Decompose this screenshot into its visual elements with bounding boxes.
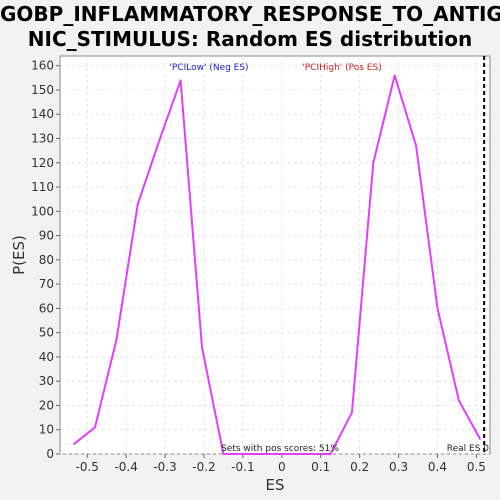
y-tick-label: 40 bbox=[39, 350, 54, 364]
grid-lines bbox=[60, 56, 490, 455]
y-tick-label: 130 bbox=[31, 132, 54, 146]
x-tick-label: 0.5 bbox=[467, 460, 486, 474]
x-tick-label: 0.3 bbox=[389, 460, 408, 474]
y-tick-label: 110 bbox=[31, 180, 54, 194]
y-tick-label: 100 bbox=[31, 204, 54, 218]
y-tick-label: 120 bbox=[31, 156, 54, 170]
y-tick-label: 150 bbox=[31, 83, 54, 97]
sets-pos-scores-annotation: Sets with pos scores: 51% bbox=[221, 444, 339, 454]
x-tick-label: -0.1 bbox=[231, 460, 254, 474]
y-tick-label: 90 bbox=[39, 229, 54, 243]
x-tick-label: 0 bbox=[278, 460, 286, 474]
y-axis-ticks: 0 10 20 30 40 50 60 70 80 90 100 110 120 130 140 150 160 bbox=[31, 59, 60, 461]
neg-es-annotation: 'PCILow' (Neg ES) bbox=[169, 63, 248, 73]
x-tick-label: -0.2 bbox=[192, 460, 215, 474]
real-es-annotation: Real ES 0 bbox=[447, 444, 490, 454]
es-distribution-line bbox=[72, 74, 482, 455]
x-tick-label: 0.1 bbox=[311, 460, 330, 474]
x-tick-label: -0.5 bbox=[76, 460, 99, 474]
x-tick-label: -0.4 bbox=[114, 460, 137, 474]
chart-title-line-2: NIC_STIMULUS: Random ES distribution bbox=[27, 27, 473, 51]
y-tick-label: 70 bbox=[39, 277, 54, 291]
y-tick-label: 0 bbox=[46, 447, 54, 461]
y-tick-label: 60 bbox=[39, 301, 54, 315]
chart-title-line-1: GOBP_INFLAMMATORY_RESPONSE_TO_ANTIGE bbox=[0, 2, 500, 26]
chart-title: GOBP_INFLAMMATORY_RESPONSE_TO_ANTIGE NIC… bbox=[0, 2, 500, 52]
y-tick-label: 80 bbox=[39, 253, 54, 267]
y-tick-label: 10 bbox=[39, 423, 54, 437]
y-tick-label: 50 bbox=[39, 326, 54, 340]
pos-es-annotation: 'PCIHigh' (Pos ES) bbox=[302, 63, 381, 73]
x-axis-label: ES bbox=[266, 476, 285, 494]
x-tick-label: -0.3 bbox=[153, 460, 176, 474]
y-tick-label: 20 bbox=[39, 398, 54, 412]
y-tick-label: 30 bbox=[39, 374, 54, 388]
series-layer bbox=[72, 74, 482, 455]
x-axis-ticks: -0.5 -0.4 -0.3 -0.2 -0.1 0 0.1 0.2 0.3 0.4 0.5 bbox=[76, 454, 486, 474]
x-tick-label: 0.4 bbox=[428, 460, 447, 474]
y-tick-label: 140 bbox=[31, 107, 54, 121]
x-tick-label: 0.2 bbox=[350, 460, 369, 474]
y-axis-label: P(ES) bbox=[10, 235, 28, 275]
plot-area bbox=[59, 55, 491, 455]
y-tick-label: 160 bbox=[31, 59, 54, 73]
